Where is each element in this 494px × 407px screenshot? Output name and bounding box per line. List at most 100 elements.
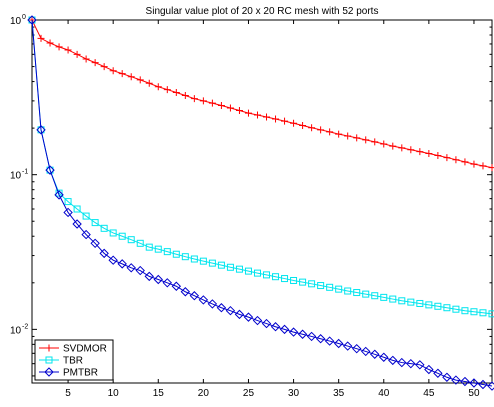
data-point-svdmor	[470, 160, 478, 168]
data-point-svdmor	[290, 119, 298, 127]
data-point-tbr	[127, 236, 135, 244]
data-point-pmtbr	[297, 329, 308, 339]
data-point-pmtbr	[99, 248, 109, 259]
data-point-tbr	[199, 257, 207, 265]
data-point-pmtbr	[424, 364, 434, 375]
data-point-pmtbr	[90, 238, 100, 249]
y-tick-exponent: -1	[22, 169, 28, 176]
data-point-tbr	[344, 287, 352, 295]
data-point-tbr	[208, 259, 216, 267]
data-point-tbr	[235, 265, 243, 273]
data-point-svdmor	[380, 140, 388, 148]
data-point-svdmor	[172, 88, 180, 96]
data-point-tbr	[317, 282, 325, 290]
data-point-svdmor	[416, 148, 424, 156]
data-point-pmtbr	[370, 349, 380, 359]
data-point-pmtbr	[406, 358, 416, 369]
data-point-pmtbr	[487, 381, 494, 391]
data-point-pmtbr	[351, 343, 362, 354]
data-point-svdmor	[308, 124, 316, 132]
data-point-tbr	[136, 239, 144, 247]
data-point-tbr	[154, 245, 162, 253]
data-point-pmtbr	[261, 318, 272, 329]
data-point-svdmor	[299, 121, 307, 129]
data-point-tbr	[407, 298, 415, 306]
chart-title: Singular value plot of 20 x 20 RC mesh w…	[146, 6, 379, 17]
x-tick-label: 35	[333, 388, 345, 399]
data-point-tbr	[389, 295, 397, 303]
data-point-pmtbr	[379, 352, 389, 362]
data-point-pmtbr	[162, 278, 173, 288]
data-point-pmtbr	[189, 291, 200, 301]
data-point-pmtbr	[180, 287, 191, 297]
data-point-tbr	[100, 224, 108, 232]
data-point-tbr	[398, 297, 406, 305]
legend-label-pmtbr: PMTBR	[63, 368, 98, 379]
data-point-pmtbr	[478, 379, 488, 390]
data-point-tbr	[190, 255, 198, 263]
legend-marker-svdmor	[45, 344, 53, 352]
x-tick-label: 30	[288, 388, 300, 399]
x-tick-label: 10	[108, 388, 120, 399]
data-point-svdmor	[425, 150, 433, 158]
data-point-pmtbr	[171, 281, 182, 291]
data-point-tbr	[226, 263, 234, 271]
data-point-svdmor	[407, 146, 415, 154]
data-point-svdmor	[263, 113, 271, 121]
data-point-pmtbr	[225, 306, 236, 316]
data-point-svdmor	[154, 83, 162, 91]
data-point-tbr	[479, 309, 487, 317]
data-point-tbr	[244, 267, 252, 275]
series-tbr	[28, 16, 494, 318]
data-point-svdmor	[281, 117, 289, 125]
data-point-svdmor	[100, 63, 108, 71]
data-point-svdmor	[91, 59, 99, 67]
data-point-pmtbr	[126, 263, 136, 273]
data-point-pmtbr	[108, 255, 118, 265]
data-point-pmtbr	[469, 378, 479, 388]
data-point-tbr	[470, 308, 478, 316]
data-point-svdmor	[272, 115, 280, 123]
data-point-pmtbr	[243, 312, 254, 322]
data-point-svdmor	[326, 128, 334, 136]
x-tick-label: 50	[468, 388, 480, 399]
data-point-svdmor	[55, 43, 63, 51]
data-point-tbr	[425, 301, 433, 309]
y-tick-label: 10	[10, 325, 22, 336]
data-point-svdmor	[127, 73, 135, 81]
data-point-pmtbr	[288, 327, 299, 337]
data-point-tbr	[55, 189, 63, 197]
data-point-tbr	[308, 280, 316, 288]
data-point-pmtbr	[415, 360, 425, 370]
data-point-pmtbr	[27, 15, 37, 25]
legend-marker-tbr	[45, 356, 53, 364]
data-point-svdmor	[136, 76, 144, 84]
data-point-pmtbr	[451, 375, 461, 385]
data-point-svdmor	[244, 109, 252, 117]
x-tick-label: 40	[378, 388, 390, 399]
data-point-svdmor	[362, 136, 370, 144]
data-point-pmtbr	[442, 372, 452, 382]
data-point-pmtbr	[198, 295, 209, 305]
y-tick-label: 10	[10, 16, 22, 27]
data-point-svdmor	[443, 154, 451, 162]
data-point-svdmor	[163, 86, 171, 94]
data-point-pmtbr	[72, 219, 82, 229]
data-point-tbr	[488, 310, 494, 318]
data-point-svdmor	[181, 92, 189, 100]
data-point-tbr	[434, 302, 442, 310]
data-point-tbr	[362, 290, 370, 298]
data-point-tbr	[299, 278, 307, 286]
data-point-tbr	[253, 269, 261, 277]
data-point-pmtbr	[279, 324, 290, 335]
data-point-pmtbr	[207, 299, 218, 309]
x-tick-label: 15	[153, 388, 165, 399]
data-point-tbr	[109, 229, 117, 237]
series-line-svdmor	[31, 19, 493, 169]
data-point-svdmor	[217, 102, 225, 110]
data-point-tbr	[217, 261, 225, 269]
data-point-svdmor	[46, 39, 54, 47]
data-point-svdmor	[190, 95, 198, 103]
